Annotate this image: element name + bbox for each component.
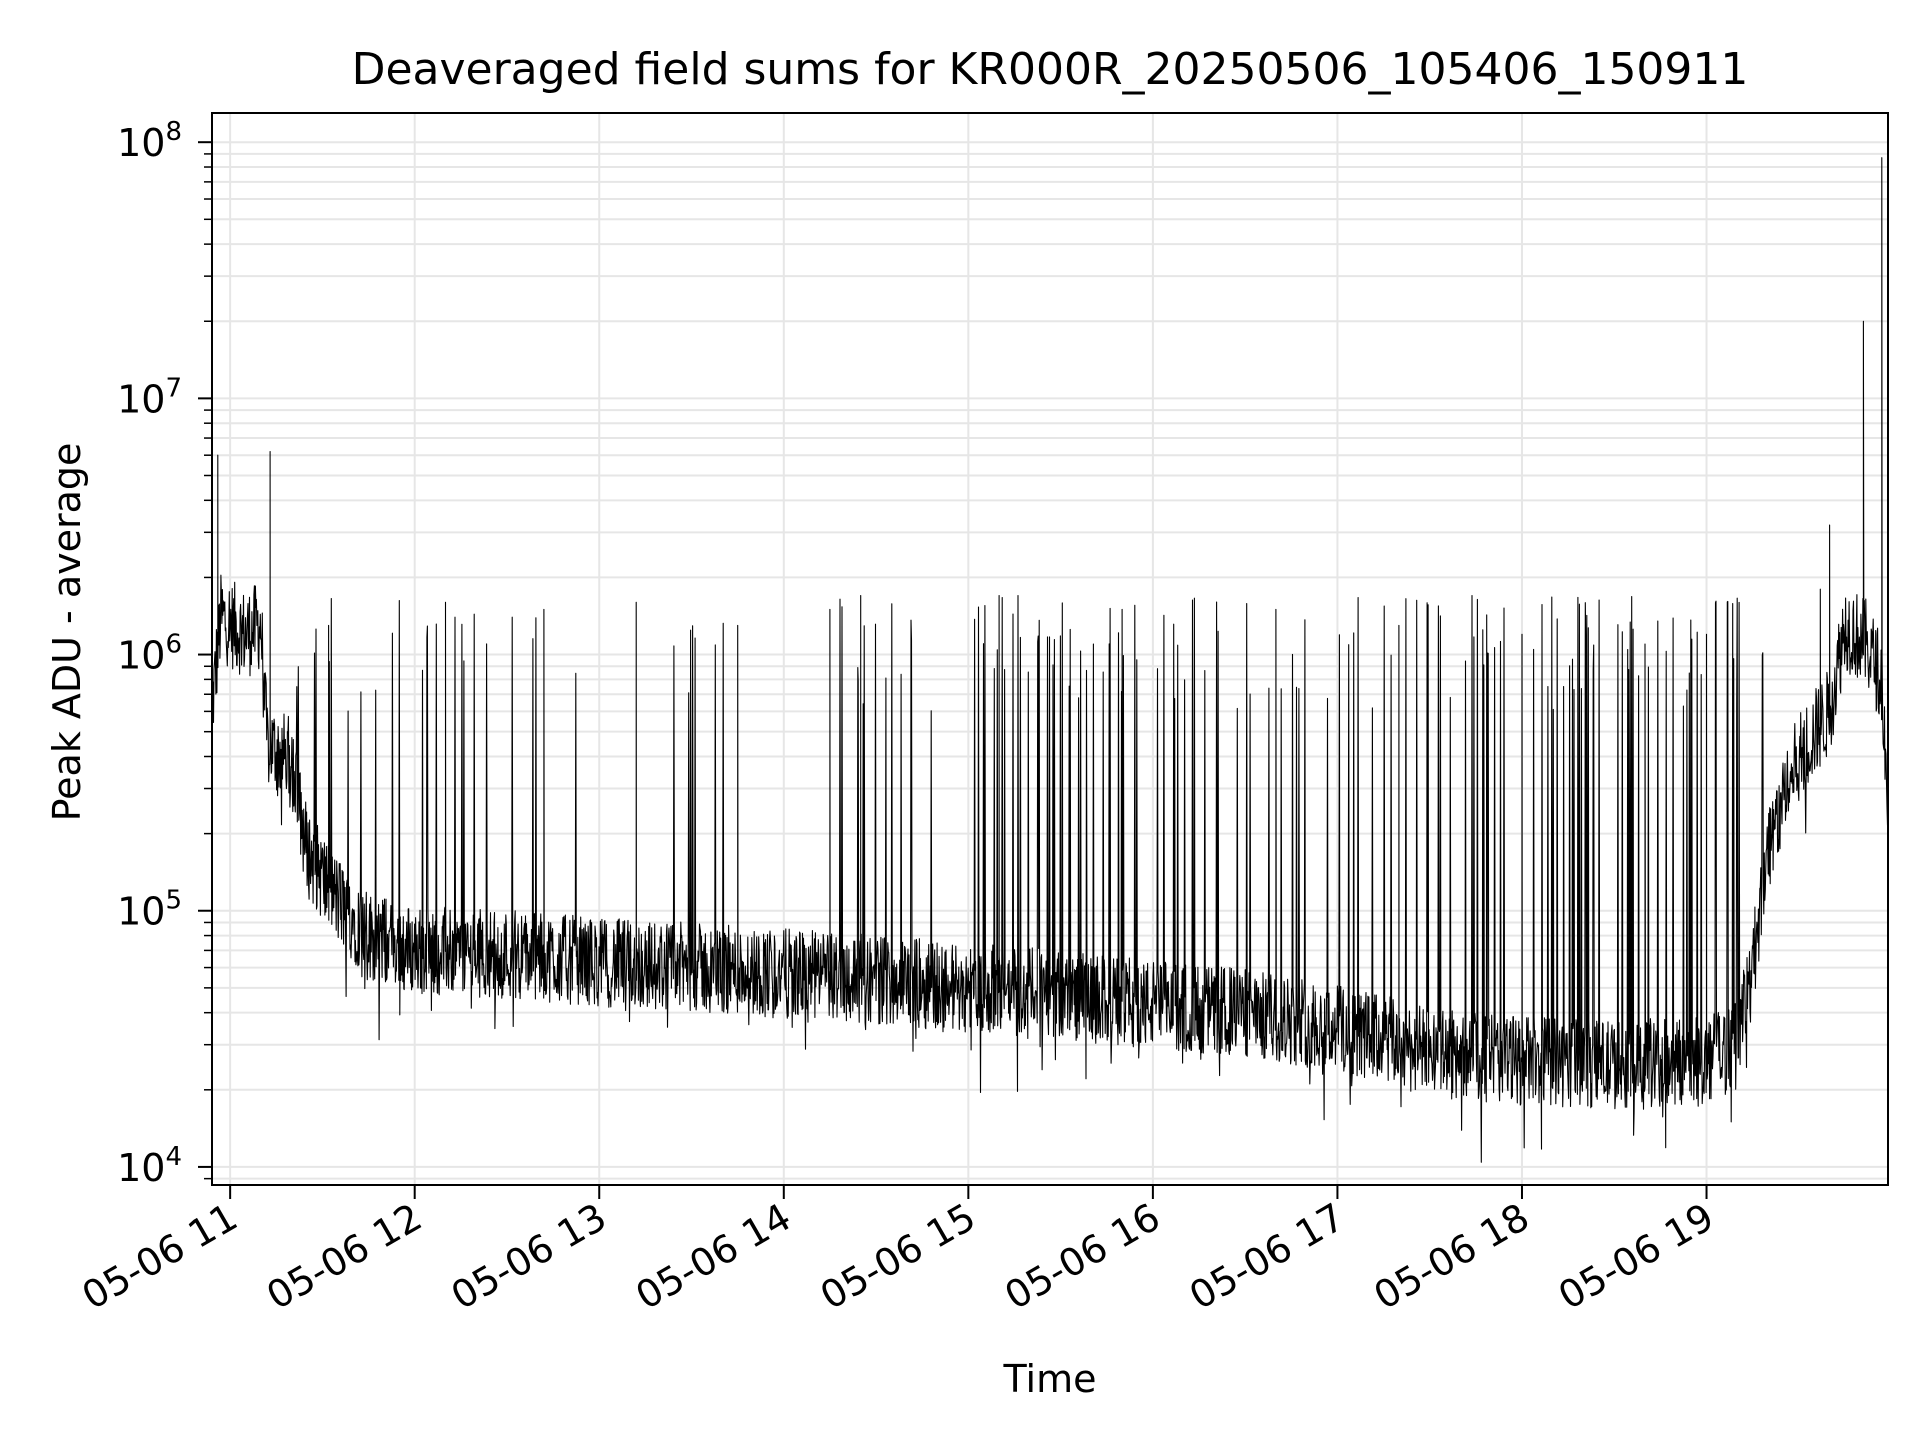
- x-axis-label: Time: [1003, 1357, 1097, 1401]
- y-tick-label: 108: [117, 117, 182, 165]
- plot-frame: [211, 112, 1889, 1186]
- y-tick-label: 105: [117, 886, 182, 934]
- chart-title: Deaveraged field sums for KR000R_2025050…: [352, 44, 1749, 95]
- y-axis-label: Peak ADU - average: [45, 443, 89, 822]
- y-tick-label: 106: [117, 630, 182, 678]
- y-tick-label: 107: [117, 373, 182, 421]
- y-tick-label: 104: [117, 1142, 182, 1190]
- y-axis: 104 105 106 107 108: [117, 117, 212, 1190]
- series-line: [211, 157, 1889, 1163]
